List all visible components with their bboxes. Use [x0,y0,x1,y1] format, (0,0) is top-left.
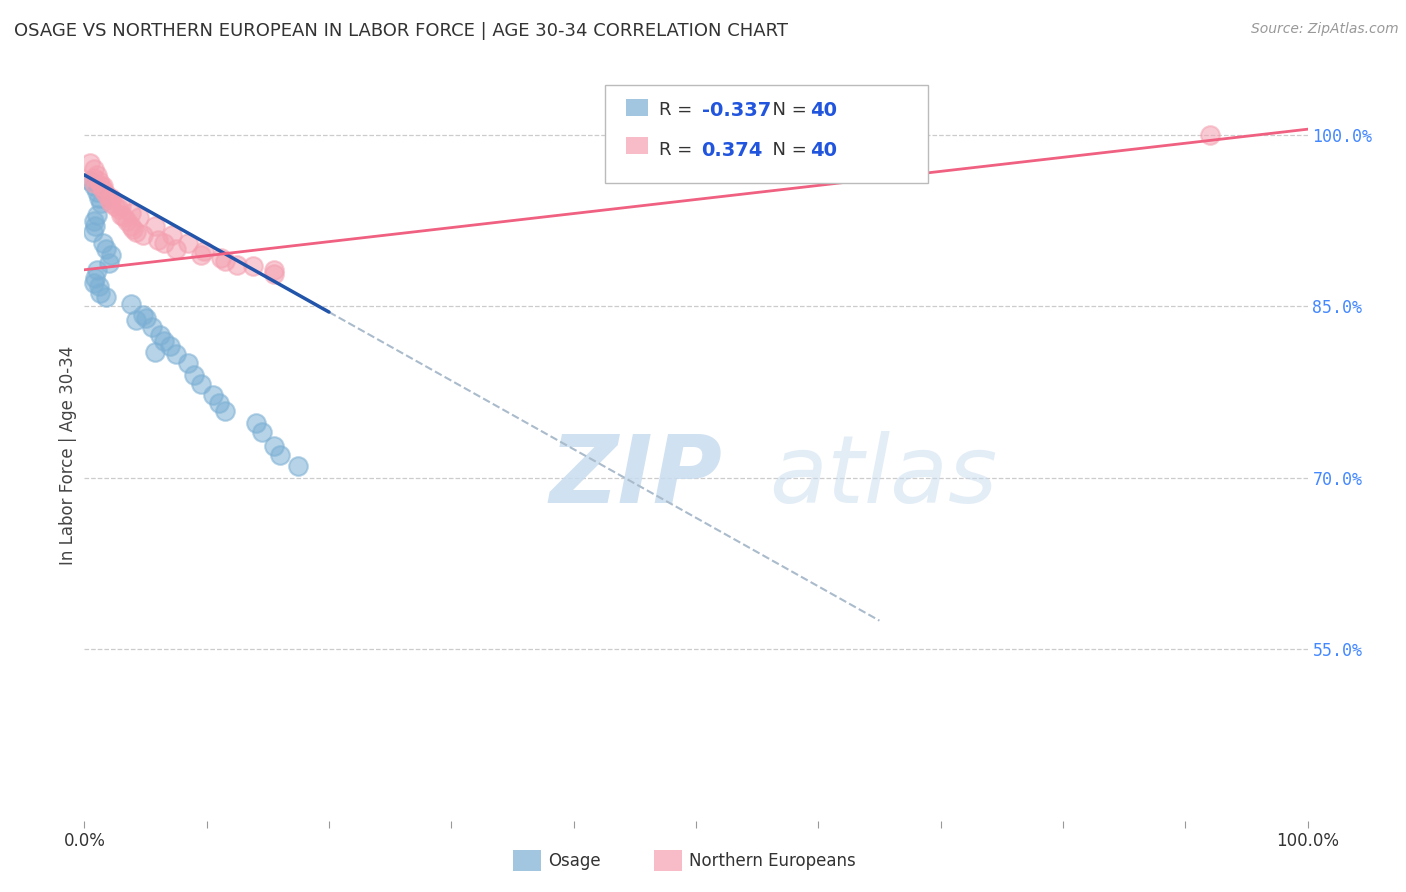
Point [100,196,122,211]
Point [112,211,135,225]
Point [141,320,163,334]
Point [83,277,105,291]
Point [135,310,157,325]
Text: N =: N = [761,101,813,119]
Point [91,179,114,194]
Text: 40: 40 [810,141,837,160]
Point [82,225,104,239]
Point [120,297,142,311]
Point [183,368,205,382]
Point [132,228,155,243]
Text: Source: ZipAtlas.com: Source: ZipAtlas.com [1251,22,1399,37]
Text: Northern Europeans: Northern Europeans [689,852,856,870]
Point [201,388,224,402]
Point [110,199,132,213]
Point [146,233,169,247]
Point [110,208,132,222]
Point [87,278,110,293]
Point [83,171,105,186]
Point [84,219,107,234]
Point [83,162,105,177]
Text: R =: R = [659,141,704,159]
Point [104,199,127,213]
Point [83,213,105,227]
Text: 0.374: 0.374 [702,141,763,160]
Point [190,248,212,262]
Point [132,309,155,323]
Point [193,244,215,259]
Point [263,262,285,277]
Point [269,448,291,462]
Point [143,219,166,234]
Point [209,252,232,266]
Point [89,285,111,300]
Point [226,258,249,272]
Point [90,196,112,211]
Point [83,179,105,194]
Point [208,396,231,410]
Point [100,248,122,262]
Text: N =: N = [761,141,813,159]
Point [90,179,112,194]
Point [96,187,118,202]
Point [79,156,101,170]
Point [125,225,148,239]
Point [79,174,101,188]
Point [83,176,105,190]
Point [91,236,114,251]
Point [122,221,145,235]
Point [242,260,264,274]
Text: atlas: atlas [769,432,998,523]
Point [190,377,212,392]
Point [165,242,187,256]
Point [1198,128,1220,142]
Point [263,268,285,282]
Text: OSAGE VS NORTHERN EUROPEAN IN LABOR FORCE | AGE 30-34 CORRELATION CHART: OSAGE VS NORTHERN EUROPEAN IN LABOR FORC… [14,22,787,40]
Point [143,345,166,359]
Point [128,211,150,225]
Point [96,242,118,256]
Text: -0.337: -0.337 [702,101,770,120]
Point [245,416,267,430]
Point [250,425,273,439]
Point [87,174,110,188]
Point [263,439,285,453]
Point [120,219,142,234]
Point [91,183,114,197]
Point [87,191,110,205]
Point [97,256,120,270]
Point [86,208,108,222]
Point [96,290,118,304]
Text: R =: R = [659,101,699,119]
Point [149,327,172,342]
Point [177,356,200,370]
Point [165,347,187,361]
Point [115,213,138,227]
Point [107,202,129,217]
Point [125,313,148,327]
Point [287,459,309,474]
Point [84,270,107,285]
Point [86,262,108,277]
Point [97,192,120,206]
Point [120,205,142,219]
Point [153,334,176,348]
Text: Osage: Osage [548,852,600,870]
Point [159,339,181,353]
Text: 40: 40 [810,101,837,120]
Point [162,228,184,243]
Point [214,404,236,418]
Point [214,253,236,268]
Text: ZIP: ZIP [550,431,723,523]
Point [177,236,200,251]
Point [153,236,176,251]
Point [100,191,122,205]
Point [86,185,108,199]
Point [86,168,108,182]
Y-axis label: In Labor Force | Age 30-34: In Labor Force | Age 30-34 [59,345,77,565]
